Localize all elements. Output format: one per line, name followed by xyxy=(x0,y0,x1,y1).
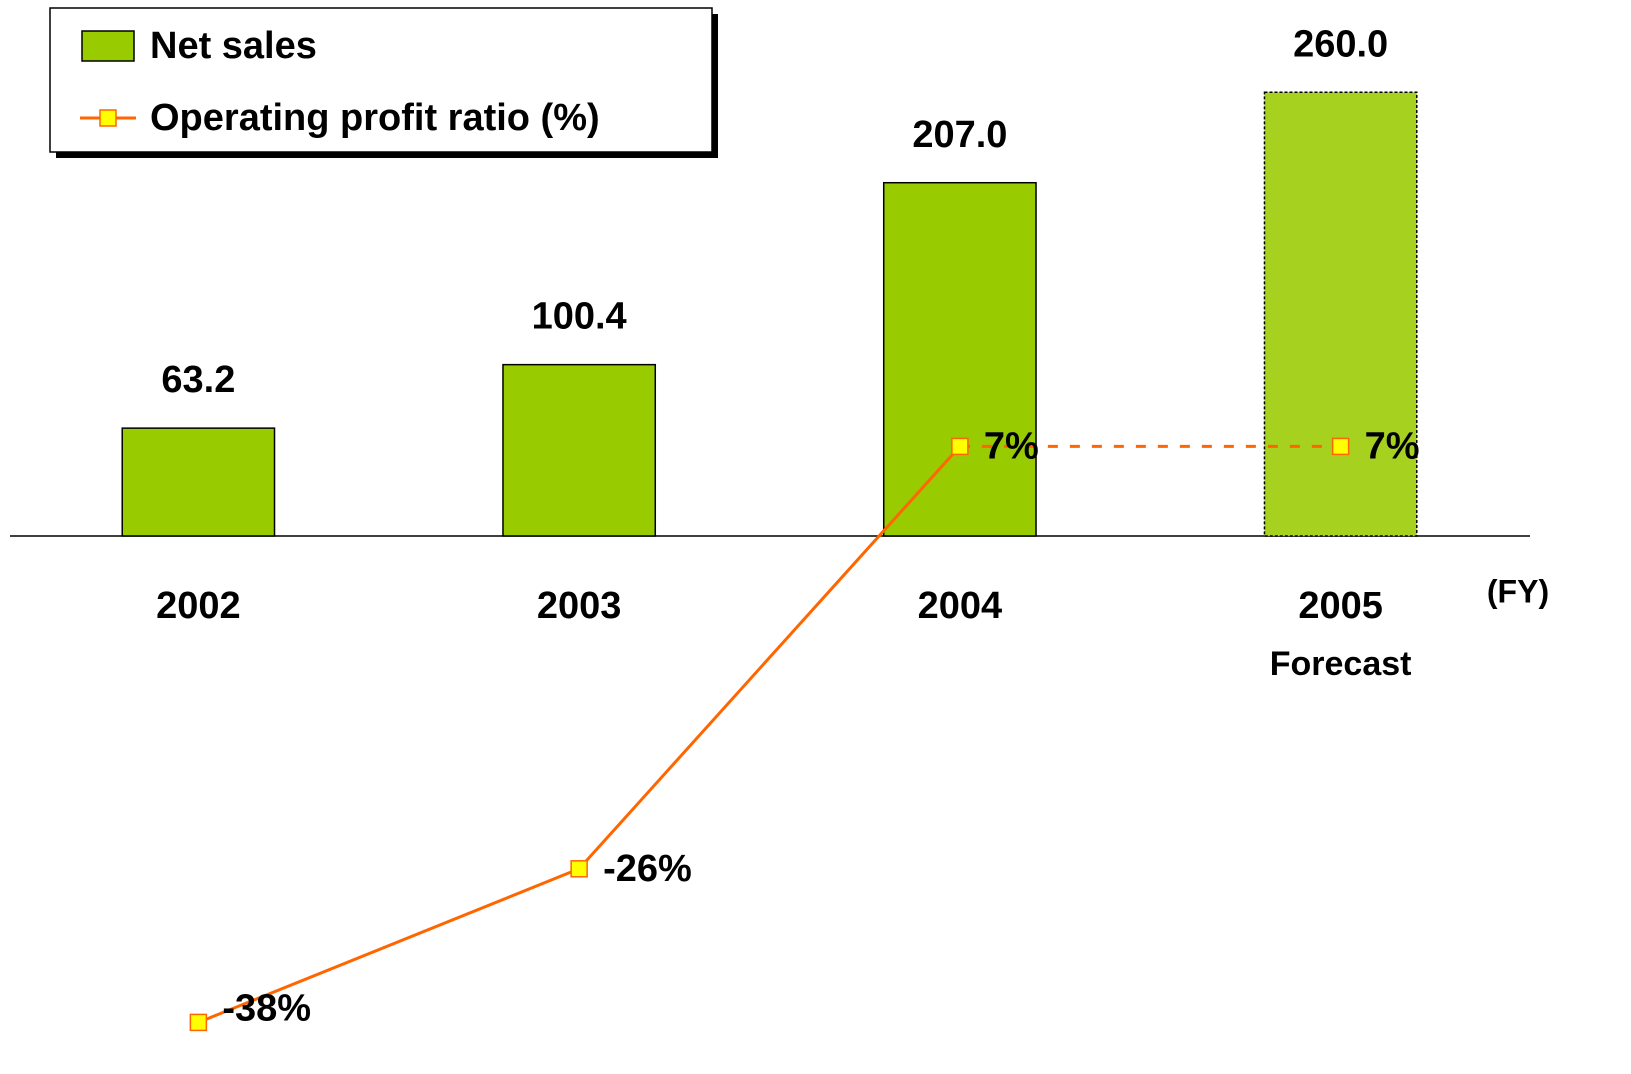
bar xyxy=(1263,91,1418,537)
x-tick-label: 2004 xyxy=(918,585,1003,627)
bar-value-label: 207.0 xyxy=(912,114,1007,156)
bar-value-label: 100.4 xyxy=(532,296,627,338)
bar-value-label: 63.2 xyxy=(161,359,235,401)
legend-swatch xyxy=(81,30,135,62)
legend-box xyxy=(49,7,713,153)
line-value-label: 7% xyxy=(984,425,1039,467)
line-marker xyxy=(570,860,588,878)
line-marker xyxy=(189,1013,208,1032)
bar xyxy=(502,363,657,537)
bar xyxy=(121,427,276,537)
x-tick-label: 2002 xyxy=(156,585,241,627)
legend-label: Net sales xyxy=(150,25,317,67)
x-tick-label: 2005 xyxy=(1298,585,1383,627)
x-tick-note: Forecast xyxy=(1270,645,1412,683)
line-marker xyxy=(951,437,969,456)
legend-label: Operating profit ratio (%) xyxy=(150,97,600,139)
x-tick-label: 2003 xyxy=(537,585,622,627)
line-value-label: -26% xyxy=(603,848,692,890)
x-axis-label: (FY) xyxy=(1487,573,1549,609)
line-value-label: 7% xyxy=(1365,425,1420,467)
bar xyxy=(882,181,1037,537)
bar-value-label: 260.0 xyxy=(1293,23,1388,65)
line-value-label: -38% xyxy=(222,987,311,1029)
line-marker xyxy=(1331,437,1350,456)
legend-marker xyxy=(99,109,117,127)
